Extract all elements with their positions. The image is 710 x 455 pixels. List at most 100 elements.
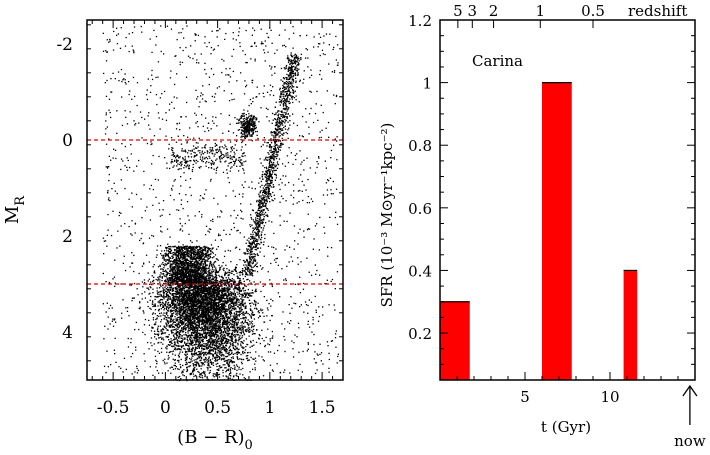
star-point — [228, 293, 230, 295]
star-point — [204, 311, 206, 314]
star-point — [207, 342, 209, 344]
star-point — [224, 301, 226, 304]
star-point — [198, 354, 201, 356]
star-point — [223, 348, 225, 351]
star-point — [212, 281, 214, 283]
star-point — [185, 313, 187, 315]
star-point — [200, 314, 202, 316]
star-point — [205, 285, 207, 287]
star-point — [190, 322, 192, 325]
star-point — [216, 329, 218, 332]
star-point — [179, 298, 182, 300]
star-point — [221, 297, 223, 299]
star-point — [205, 331, 207, 334]
star-point — [242, 327, 244, 329]
star-point — [170, 287, 173, 289]
star-point — [173, 306, 175, 308]
star-point — [179, 351, 181, 353]
star-point — [194, 297, 196, 299]
star-point — [189, 357, 191, 360]
star-point — [210, 318, 212, 320]
star-point — [222, 308, 224, 311]
star-point — [187, 326, 189, 328]
star-point — [187, 345, 189, 347]
star-point — [212, 362, 214, 364]
star-point — [226, 321, 228, 323]
star-point — [177, 316, 180, 319]
star-point — [237, 326, 239, 328]
star-point — [243, 318, 245, 320]
star-point — [237, 277, 239, 279]
star-point — [195, 347, 198, 349]
star-point — [238, 280, 240, 282]
star-point — [208, 287, 210, 289]
star-point — [208, 372, 210, 374]
star-point — [249, 346, 251, 348]
star-point — [178, 291, 180, 293]
star-point — [238, 310, 240, 313]
star-point — [154, 313, 156, 315]
star-point — [219, 328, 222, 330]
star-point — [203, 301, 205, 304]
star-point — [243, 377, 245, 379]
star-point — [243, 292, 245, 294]
star-point — [200, 285, 203, 288]
star-point — [192, 341, 194, 343]
star-point — [163, 361, 166, 363]
star-point — [231, 361, 233, 364]
star-point — [194, 349, 196, 352]
star-point — [194, 294, 196, 296]
star-point — [231, 353, 233, 355]
star-point — [218, 309, 220, 311]
star-point — [225, 332, 227, 335]
star-point — [235, 310, 237, 312]
star-point — [195, 337, 197, 340]
star-point — [234, 317, 236, 319]
star-point — [203, 319, 205, 321]
star-point — [178, 348, 180, 350]
star-point — [262, 359, 264, 361]
star-point — [245, 305, 247, 307]
star-point — [202, 328, 204, 330]
star-point — [183, 307, 185, 309]
star-point — [249, 323, 251, 325]
star-point — [213, 292, 215, 294]
star-point — [212, 313, 214, 315]
star-point — [193, 370, 195, 372]
star-point — [192, 304, 194, 307]
star-point — [234, 314, 236, 316]
cmd-star-points — [102, 25, 339, 382]
star-point — [219, 353, 221, 355]
star-point — [180, 349, 182, 351]
star-point — [209, 289, 212, 291]
star-point — [239, 358, 241, 360]
star-point — [212, 310, 214, 312]
star-point — [218, 297, 220, 299]
star-point — [199, 319, 201, 322]
star-point — [179, 290, 181, 292]
star-point — [234, 336, 236, 338]
star-point — [225, 376, 228, 378]
star-point — [171, 302, 173, 304]
star-point — [212, 285, 214, 287]
star-point — [215, 363, 217, 365]
star-point — [223, 326, 225, 328]
star-point — [232, 368, 234, 370]
star-point — [241, 341, 243, 343]
star-point — [209, 330, 211, 332]
star-point — [183, 298, 185, 300]
star-point — [213, 336, 216, 338]
star-point — [207, 279, 210, 281]
star-point — [204, 307, 206, 309]
star-point — [231, 309, 233, 311]
star-point — [170, 311, 172, 313]
star-point — [197, 295, 199, 297]
star-point — [175, 344, 177, 347]
star-point — [175, 287, 177, 290]
star-point — [194, 316, 196, 318]
star-point — [188, 307, 190, 309]
star-point — [193, 301, 195, 303]
star-point — [233, 315, 235, 317]
star-point — [216, 369, 218, 371]
star-point — [212, 270, 215, 273]
